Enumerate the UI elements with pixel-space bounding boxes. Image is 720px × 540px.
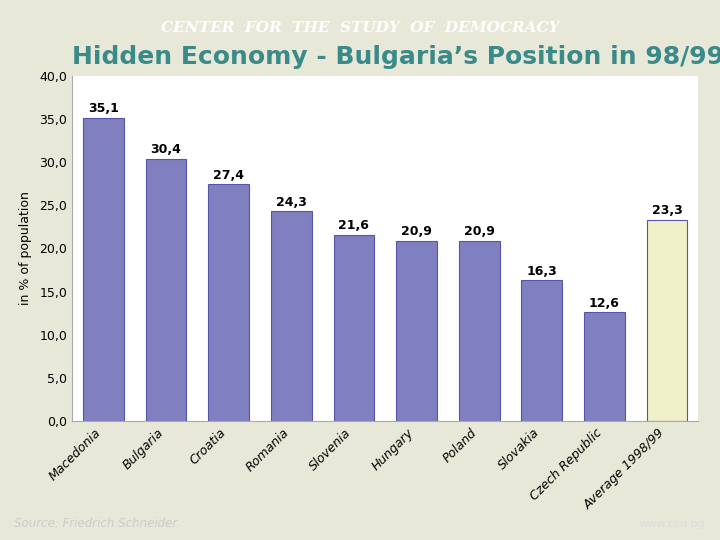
Text: 24,3: 24,3 — [276, 195, 307, 208]
Text: 27,4: 27,4 — [213, 169, 244, 182]
Text: 20,9: 20,9 — [401, 225, 432, 238]
Text: 35,1: 35,1 — [88, 103, 119, 116]
Text: 23,3: 23,3 — [652, 204, 683, 217]
Bar — [521, 280, 562, 421]
Text: Hidden Economy - Bulgaria’s Position in 98/99: Hidden Economy - Bulgaria’s Position in … — [72, 45, 720, 70]
Bar — [83, 118, 124, 421]
Bar — [271, 211, 312, 421]
Bar — [208, 185, 249, 421]
Bar — [333, 234, 374, 421]
Text: 30,4: 30,4 — [150, 143, 181, 156]
Text: 16,3: 16,3 — [526, 265, 557, 278]
Text: CENTER  FOR  THE  STUDY  OF  DEMOCRACY: CENTER FOR THE STUDY OF DEMOCRACY — [161, 22, 559, 35]
Text: Source: Friedrich Schneider: Source: Friedrich Schneider — [14, 517, 178, 530]
Text: 20,9: 20,9 — [464, 225, 495, 238]
Bar — [145, 159, 186, 421]
Bar — [459, 241, 500, 421]
Bar — [647, 220, 688, 421]
Bar — [584, 312, 625, 421]
Bar — [396, 241, 437, 421]
Y-axis label: in % of population: in % of population — [19, 192, 32, 305]
Text: 21,6: 21,6 — [338, 219, 369, 232]
Text: www.csd.bg: www.csd.bg — [639, 519, 706, 529]
Text: 12,6: 12,6 — [589, 297, 620, 310]
